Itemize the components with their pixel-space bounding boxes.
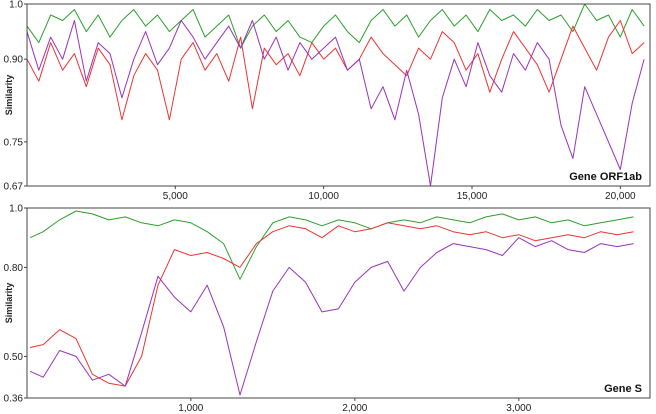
gene-s-x-tick-label: 1,000 <box>178 403 203 414</box>
gene-s-y-tick-label: 0.80 <box>4 263 24 274</box>
orf1ab-x-tick-label: 20,000 <box>605 191 636 202</box>
gene-s-y-tick-label: 0.50 <box>4 352 24 363</box>
gene-s-panel: 0.36 0.50 0.80 1.0 1,000 2,000 3,000 Similarity… <box>4 204 651 414</box>
orf1ab-series-line-2 <box>26 20 645 121</box>
orf1ab-x-tick-label: 15,000 <box>457 191 488 202</box>
orf1ab-x-tick-label: 10,000 <box>308 191 339 202</box>
gene-s-x-tick-label: 3,000 <box>506 403 531 414</box>
gene-s-series-line-1 <box>29 210 634 280</box>
gene-s-y-tick-label: 1.0 <box>9 204 23 215</box>
orf1ab-y-tick-label: 0.75 <box>4 137 24 148</box>
gene-s-y-tick-label: 0.36 <box>4 394 24 405</box>
gene-s-x-tick-label: 2,000 <box>342 403 367 414</box>
orf1ab-y-tick-label: 0.90 <box>4 55 24 66</box>
orf1ab-series-line-1 <box>26 3 645 49</box>
orf1ab-series-line-3 <box>26 20 645 187</box>
gene-s-series-line-3 <box>29 237 634 396</box>
orf1ab-y-tick-label: 0.67 <box>4 182 24 193</box>
orf1ab-plot-frame <box>26 3 651 187</box>
gene-s-series-line-2 <box>29 222 634 387</box>
orf1ab-x-tick-label: 5,000 <box>163 191 188 202</box>
gene-s-y-axis-title: Similarity <box>4 283 14 324</box>
orf1ab-y-axis-title: Similarity <box>4 75 14 116</box>
gene-s-panel-label: Gene S <box>604 383 642 395</box>
gene-s-plot-frame <box>26 207 651 399</box>
orf1ab-panel: 0.67 0.75 0.90 1.0 5,000 10,000 15,000 20,000 Si… <box>4 0 651 202</box>
orf1ab-y-tick-label: 1.0 <box>9 0 23 11</box>
orf1ab-panel-label: Gene ORF1ab <box>569 171 642 183</box>
